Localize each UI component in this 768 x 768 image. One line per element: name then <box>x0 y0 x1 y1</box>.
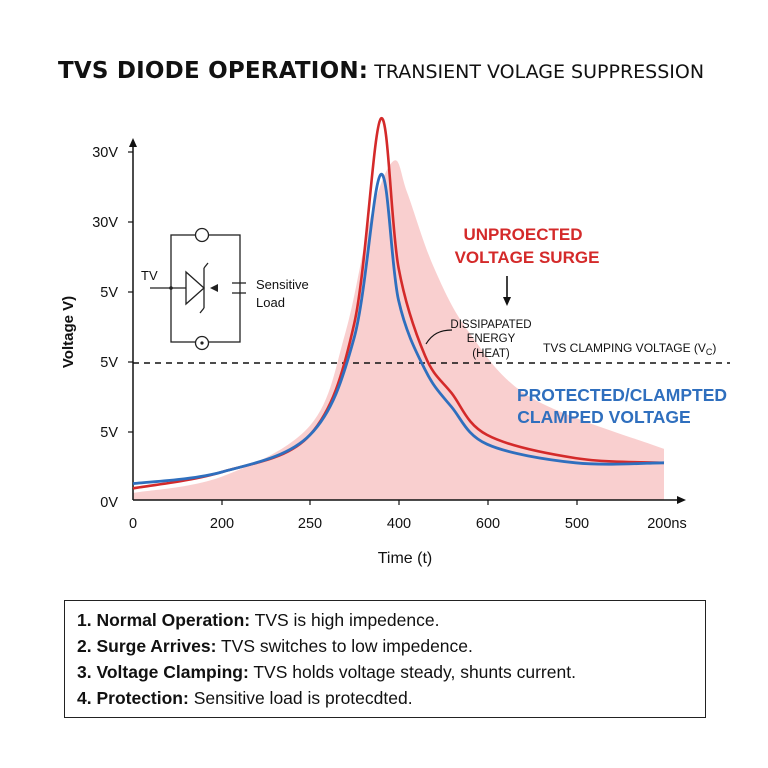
x-axis-label: Time (t) <box>378 550 433 567</box>
step-1: 1. Normal Operation: TVS is high impeden… <box>77 607 705 633</box>
step-4-title: 4. Protection: <box>77 688 189 708</box>
y-tick-1: 30V <box>92 215 118 231</box>
x-tick-6: 200ns <box>647 516 687 532</box>
dissipated-label-1: DISSIPAPATED <box>450 319 531 331</box>
clamp-voltage-label: TVS CLAMPING VOLTAGE (VC) <box>543 341 716 357</box>
x-tick-1: 200 <box>210 516 234 532</box>
title-light: TRANSIENT VOLAGE SUPPRESSION <box>368 61 705 83</box>
protected-label-1: PROTECTED/CLAMPTED <box>517 385 727 405</box>
step-1-text: TVS is high impedence. <box>250 610 440 630</box>
step-4: 4. Protection: Sensitive load is protecd… <box>77 685 705 711</box>
step-2-title: 2. Surge Arrives: <box>77 636 217 656</box>
step-1-title: 1. Normal Operation: <box>77 610 251 630</box>
x-tick-2: 250 <box>298 516 322 532</box>
step-2-text: TVS switches to low impedence. <box>216 636 473 656</box>
step-3-text: TVS holds voltage steady, shunts current… <box>248 662 576 682</box>
step-4-text: Sensitive load is protecdted. <box>188 688 413 708</box>
protected-clamped-line <box>132 173 665 486</box>
y-tick-4: 5V <box>100 425 118 441</box>
x-tick-4: 600 <box>476 516 500 532</box>
dissipated-label-3: (HEAT) <box>472 348 510 360</box>
tv-label: TV <box>141 268 158 283</box>
step-2: 2. Surge Arrives: TVS switches to low im… <box>77 633 705 659</box>
step-3: 3. Voltage Clamping: TVS holds voltage s… <box>77 659 705 685</box>
unprotected-label-1: UNPROECTED <box>463 225 582 244</box>
load-label-2: Load <box>256 295 285 310</box>
y-tick-0: 30V <box>92 145 118 161</box>
page-title: TVS DIODE OPERATION: TRANSIENT VOLAGE SU… <box>58 58 758 84</box>
title-bold: TVS DIODE OPERATION: <box>58 58 369 84</box>
x-tick-3: 400 <box>387 516 411 532</box>
step-3-title: 3. Voltage Clamping: <box>77 662 249 682</box>
x-tick-0: 0 <box>129 516 137 532</box>
y-axis-label: Voltage V) <box>60 296 77 368</box>
steps-box: 1. Normal Operation: TVS is high impeden… <box>64 600 706 718</box>
protected-label-2: CLAMPED VOLTAGE <box>517 407 690 427</box>
y-tick-5: 0V <box>100 495 118 511</box>
dissipated-label-2: ENERGY <box>467 333 516 345</box>
y-tick-2: 5V <box>100 285 118 301</box>
dissipated-pointer <box>425 329 453 345</box>
y-tick-3: 5V <box>100 355 118 371</box>
load-label-1: Sensitive <box>256 277 309 292</box>
x-tick-5: 500 <box>565 516 589 532</box>
tvs-circuit-diagram <box>150 227 246 351</box>
unprotected-label-2: VOLTAGE SURGE <box>455 248 600 267</box>
dissipated-energy-area <box>133 160 664 501</box>
